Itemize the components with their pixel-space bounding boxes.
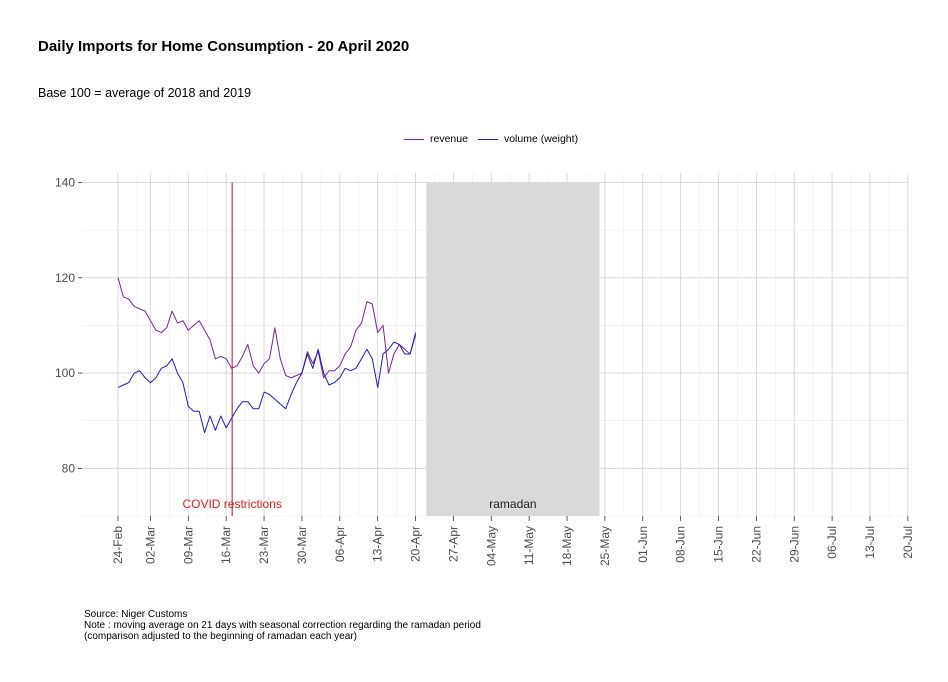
caption-source: Source: Niger Customs [84,609,188,620]
ramadan-label: ramadan [489,497,536,511]
x-tick-label: 22-Jun [749,526,763,563]
ramadan-band-group: ramadan [426,182,600,516]
y-tick-label: 100 [55,366,75,380]
series-lines [117,277,417,434]
legend-item-volume: volume (weight) [477,133,579,145]
series-line-revenue [117,277,417,379]
y-axis: 80 100 120 140 [55,176,82,475]
x-tick-label: 06-Apr [333,526,347,562]
y-tick-label: 140 [55,176,75,190]
x-tick-label: 15-Jun [712,526,726,563]
covid-restrictions-label: COVID restrictions [182,497,281,511]
x-tick-label: 01-Jun [636,526,650,563]
legend-swatch-volume [477,138,498,140]
x-tick-label: 02-Mar [143,526,157,564]
x-tick-label: 23-Mar [257,526,271,564]
legend-label-volume: volume (weight) [503,133,579,145]
x-tick-label: 27-Apr [446,526,460,562]
x-tick-label: 20-Apr [409,526,423,562]
chart-caption: Source: Niger Customs Note : moving aver… [84,609,481,642]
x-tick-label: 04-May [484,526,498,566]
chart-subtitle: Base 100 = average of 2018 and 2019 [38,86,252,100]
y-tick-label: 120 [55,271,75,285]
series-line-volume [117,332,417,434]
legend-swatch-revenue [404,138,424,140]
annotations: COVID restrictions [182,182,282,516]
x-tick-label: 09-Mar [181,526,195,564]
legend-item-revenue: revenue [404,133,468,145]
x-tick-label: 08-Jun [674,526,688,563]
x-tick-label: 30-Mar [295,526,309,564]
x-axis: 24-Feb 02-Mar 09-Mar 16-Mar 23-Mar 30-Mar 06-A… [111,516,915,566]
caption-note-2: (comparison adjusted to the beginning of… [84,631,357,642]
chart-title: Daily Imports for Home Consumption - 20 … [38,38,410,55]
x-tick-label: 13-Apr [371,526,385,562]
x-tick-label: 11-May [522,526,536,565]
x-tick-label: 13-Jul [863,526,877,559]
x-tick-label: 06-Jul [825,526,839,559]
x-tick-label: 29-Jun [787,526,801,563]
x-tick-label: 20-Jul [901,526,915,559]
x-tick-label: 25-May [598,526,612,566]
caption-note: Note : moving average on 21 days with se… [84,620,481,631]
chart-legend: revenue volume (weight) [404,133,578,145]
y-tick-label: 80 [62,461,76,475]
x-tick-label: 18-May [560,526,574,566]
ramadan-band [426,182,600,516]
x-tick-label: 16-Mar [219,526,233,564]
x-tick-label: 24-Feb [111,526,125,564]
legend-label-revenue: revenue [430,133,468,145]
